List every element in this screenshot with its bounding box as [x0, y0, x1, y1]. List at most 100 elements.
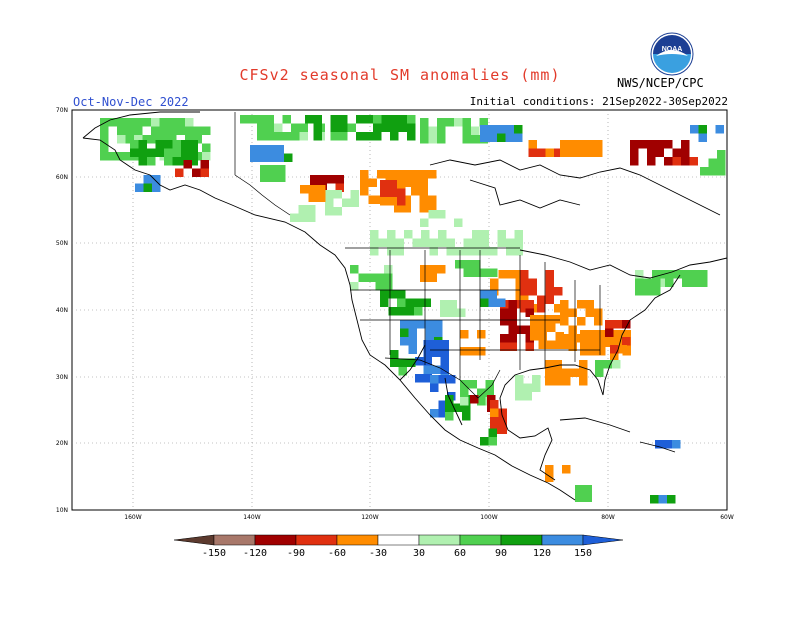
anomaly-cell: [428, 210, 437, 219]
anomaly-cell: [175, 168, 184, 177]
anomaly-cell: [537, 148, 546, 157]
anomaly-cell: [202, 143, 211, 152]
anomaly-cell: [267, 153, 276, 162]
anomaly-cell: [460, 347, 469, 356]
anomaly-cell: [455, 247, 464, 256]
lon-label: 100W: [480, 514, 497, 521]
anomaly-cell: [318, 175, 327, 184]
anomaly-cell: [553, 377, 562, 386]
anomaly-cell: [381, 115, 390, 124]
anomaly-cell: [274, 132, 283, 141]
anomaly-cell: [390, 132, 399, 141]
anomaly-cell: [367, 273, 376, 282]
anomaly-cell: [420, 126, 429, 135]
anomaly-cell: [652, 278, 661, 287]
anomaly-cell: [387, 247, 396, 256]
anomaly-cell: [480, 290, 489, 299]
anomaly-cell: [130, 140, 139, 149]
anomaly-cell: [428, 170, 437, 179]
anomaly-cell: [282, 115, 291, 124]
anomaly-cell: [532, 375, 541, 384]
anomaly-cell: [300, 185, 309, 194]
anomaly-cell: [455, 260, 464, 269]
anomaly-cell: [117, 135, 126, 144]
anomaly-cell: [317, 193, 326, 202]
colorbar-label: -30: [369, 548, 387, 559]
anomaly-cell: [380, 197, 389, 206]
anomaly-cell: [200, 168, 209, 177]
anomaly-cell: [313, 132, 322, 141]
anomaly-cell: [500, 334, 509, 343]
anomaly-cell: [514, 230, 523, 239]
anomaly-cell: [690, 270, 699, 279]
anomaly-cell: [429, 247, 438, 256]
anomaly-cell: [384, 265, 393, 274]
lat-label: 20N: [56, 440, 68, 447]
anomaly-cell: [520, 287, 529, 296]
anomaly-cell: [100, 152, 109, 161]
anomaly-cell: [430, 375, 439, 384]
lat-label: 60N: [56, 174, 68, 181]
anomaly-cell: [445, 403, 454, 412]
anomaly-cell: [397, 298, 406, 307]
anomaly-cell: [545, 295, 554, 304]
anomaly-cell: [622, 320, 631, 329]
anomaly-cell: [172, 140, 181, 149]
anomaly-cell: [350, 198, 359, 207]
anomaly-cell: [419, 187, 428, 196]
anomaly-cell: [652, 287, 661, 296]
anomaly-cell: [370, 230, 379, 239]
anomaly-cell: [330, 132, 339, 141]
lon-label: 140W: [243, 514, 260, 521]
anomaly-cell: [151, 118, 160, 127]
anomaly-cell: [275, 145, 284, 154]
colorbar: -150 -120 -90 -60 -30 30 60 90 120 150: [173, 534, 624, 559]
anomaly-cell: [277, 173, 286, 182]
anomaly-cell: [545, 287, 554, 296]
colorbar-label: 150: [574, 548, 592, 559]
anomaly-cell: [421, 238, 430, 247]
anomaly-cell: [189, 157, 198, 166]
anomaly-cell: [415, 374, 424, 383]
anomaly-cell: [368, 195, 377, 204]
anomaly-cell: [440, 300, 449, 309]
anomaly-cell: [463, 268, 472, 277]
anomaly-cell: [538, 323, 547, 332]
anomaly-cell: [375, 273, 384, 282]
anomaly-cell: [528, 148, 537, 157]
anomaly-cell: [545, 377, 554, 386]
colorbar-label: 60: [454, 548, 466, 559]
anomaly-cell: [650, 495, 659, 504]
anomaly-cell: [395, 238, 404, 247]
anomaly-cell: [708, 167, 717, 176]
anomaly-cell: [356, 115, 365, 124]
anomaly-cell: [490, 400, 499, 409]
anomaly-cell: [440, 365, 449, 374]
anomaly-cell: [538, 340, 547, 349]
anomaly-cell: [497, 125, 506, 134]
anomaly-cell: [715, 125, 724, 134]
anomaly-cell: [250, 153, 259, 162]
anomaly-cell: [430, 409, 439, 418]
anomaly-cell: [472, 238, 481, 247]
anomaly-cell: [370, 247, 379, 256]
anomaly-cell: [672, 148, 681, 157]
anomaly-cell: [555, 340, 564, 349]
anomaly-cell: [151, 135, 160, 144]
anomaly-cell: [421, 230, 430, 239]
anomaly-cell: [635, 278, 644, 287]
anomaly-cell: [330, 115, 339, 124]
anomaly-cell: [108, 118, 117, 127]
anomaly-cell: [462, 126, 471, 135]
anomaly-cell: [317, 185, 326, 194]
colorbar-label: -120: [243, 548, 267, 559]
anomaly-cell: [420, 218, 429, 227]
lon-label: 80W: [601, 514, 615, 521]
anomaly-cell: [665, 270, 674, 279]
anomaly-cell: [554, 304, 563, 313]
anomaly-cell: [159, 126, 168, 135]
anomaly-cell: [647, 148, 656, 157]
anomaly-cell: [202, 152, 211, 161]
colorbar-label: -150: [202, 548, 226, 559]
anomaly-cell: [448, 300, 457, 309]
